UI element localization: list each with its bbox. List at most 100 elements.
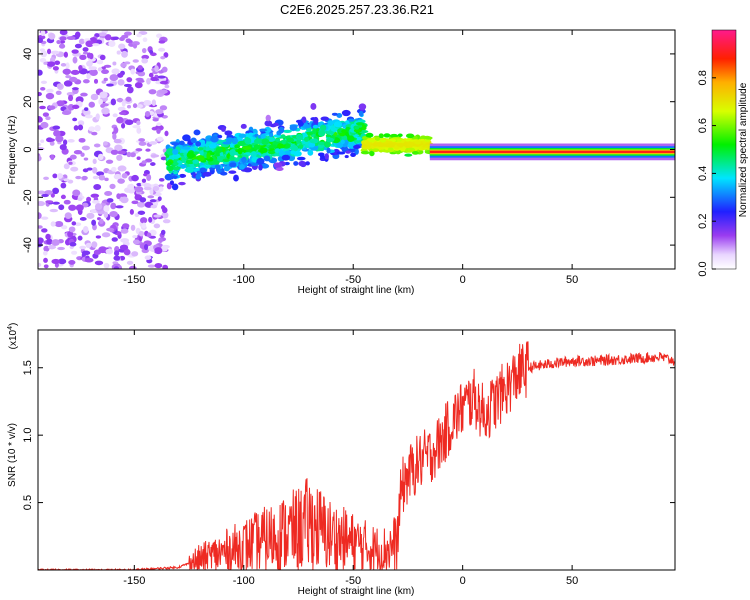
heatmap-blob	[278, 126, 285, 134]
heatmap-blob	[58, 43, 66, 49]
heatmap-blob	[269, 132, 274, 138]
heatmap-blob	[254, 138, 262, 144]
heatmap-blob	[138, 138, 146, 142]
heatmap-blob	[101, 232, 111, 238]
heatmap-blob	[396, 138, 402, 142]
snr-y-ticks: 0.5 1.0 1.5	[22, 360, 675, 510]
heatmap-blob	[62, 139, 68, 146]
heatmap-blob	[111, 68, 120, 75]
heatmap-blob	[104, 34, 112, 41]
heatmap-blob	[157, 196, 162, 202]
heatmap-blob	[146, 174, 152, 182]
heatmap-blob	[126, 77, 133, 83]
heatmap-blob	[43, 61, 48, 65]
heatmap-blob	[199, 167, 207, 173]
heatmap-blob	[172, 170, 179, 175]
heatmap-blob	[312, 127, 317, 135]
heatmap-blob	[132, 59, 139, 63]
heatmap-blob	[69, 242, 77, 247]
heatmap-blob	[166, 165, 174, 172]
heatmap-blob	[124, 119, 134, 126]
heatmap-blob	[132, 103, 138, 109]
heatmap-blob	[165, 148, 174, 155]
heatmap-blob	[158, 47, 166, 52]
heatmap-blob	[326, 147, 331, 154]
heatmap-blob	[74, 222, 82, 227]
heatmap-blob	[411, 151, 419, 155]
heatmap-blob	[280, 134, 286, 139]
heatmap-blob	[260, 163, 270, 169]
heatmap-blob	[160, 245, 168, 252]
heatmap-blob	[240, 123, 247, 129]
snr-scale-note: (x104)	[7, 323, 19, 350]
heatmap-blob	[350, 152, 356, 158]
heatmap-blob	[342, 135, 348, 141]
heatmap-blob	[136, 156, 141, 160]
snr-x-ticks: -150 -100 -50 0 50	[123, 330, 578, 587]
heatmap-blob	[158, 238, 163, 243]
heatmap-blob	[137, 201, 146, 208]
heatmap-blob	[52, 187, 60, 195]
heatmap-blob	[151, 99, 157, 106]
heatmap-blob	[121, 123, 126, 129]
heatmap-blob	[93, 143, 101, 148]
heatmap-blob	[65, 75, 72, 79]
heatmap-blob	[94, 125, 101, 132]
heatmap-blob	[150, 76, 158, 82]
heatmap-blob	[158, 184, 164, 188]
heatmap-blob	[121, 50, 128, 58]
heatmap-blob	[185, 166, 195, 173]
heatmap-blob	[237, 140, 247, 147]
heatmap-blob	[336, 112, 343, 119]
x-tick-label: -100	[233, 274, 255, 286]
heatmap-blob	[134, 213, 140, 218]
heatmap-blob	[102, 200, 108, 204]
heatmap-blob	[371, 148, 380, 153]
heatmap-blob	[46, 88, 54, 93]
heatmap-blob	[313, 116, 319, 124]
heatmap-blob	[111, 166, 117, 172]
heatmap-blob	[113, 173, 122, 180]
heatmap-blob	[158, 186, 164, 192]
y-tick-label: 40	[22, 48, 34, 60]
heatmap-blob	[41, 193, 49, 198]
heatmap-blob	[333, 121, 343, 128]
heatmap-blob	[348, 118, 355, 122]
heatmap-blob	[165, 161, 172, 167]
heatmap-blob	[264, 126, 272, 134]
heatmap-blob	[125, 96, 132, 102]
colorbar-tick-label: 0.2	[697, 214, 709, 229]
heatmap-blob	[108, 40, 116, 48]
heatmap-blob	[362, 136, 368, 140]
heatmap-blob	[56, 39, 61, 45]
heatmap-blob	[54, 60, 61, 66]
heatmap-blob	[79, 245, 87, 250]
heatmap-blob	[105, 248, 114, 255]
heatmap-blob	[179, 174, 185, 178]
heatmap-blob	[72, 117, 78, 122]
heatmap-blob	[92, 167, 98, 174]
heatmap-blob	[86, 73, 91, 80]
heatmap-blob	[112, 133, 117, 140]
heatmap-blob	[67, 139, 75, 143]
heatmap-blob	[72, 56, 78, 64]
heatmap-blob	[40, 121, 49, 129]
heatmap-blob	[131, 174, 139, 182]
heatmap-blob	[405, 133, 415, 139]
heatmap-blob	[290, 150, 296, 155]
x-tick-label: 50	[566, 274, 578, 286]
heatmap-blob	[86, 60, 93, 67]
heatmap-blob	[145, 148, 151, 152]
y-tick-label: 1.0	[22, 428, 34, 443]
heatmap-blob	[63, 80, 73, 87]
heatmap-blob	[186, 151, 196, 159]
heatmap-blob	[66, 36, 76, 41]
heatmap-blob	[161, 66, 168, 73]
heatmap-blob	[136, 127, 142, 134]
heatmap-blob	[134, 186, 144, 193]
heatmap-blob	[305, 131, 314, 136]
heatmap-blob	[131, 251, 139, 257]
heatmap-blob	[154, 247, 163, 255]
heatmap-blob	[46, 61, 56, 67]
heatmap-blob	[117, 79, 125, 86]
